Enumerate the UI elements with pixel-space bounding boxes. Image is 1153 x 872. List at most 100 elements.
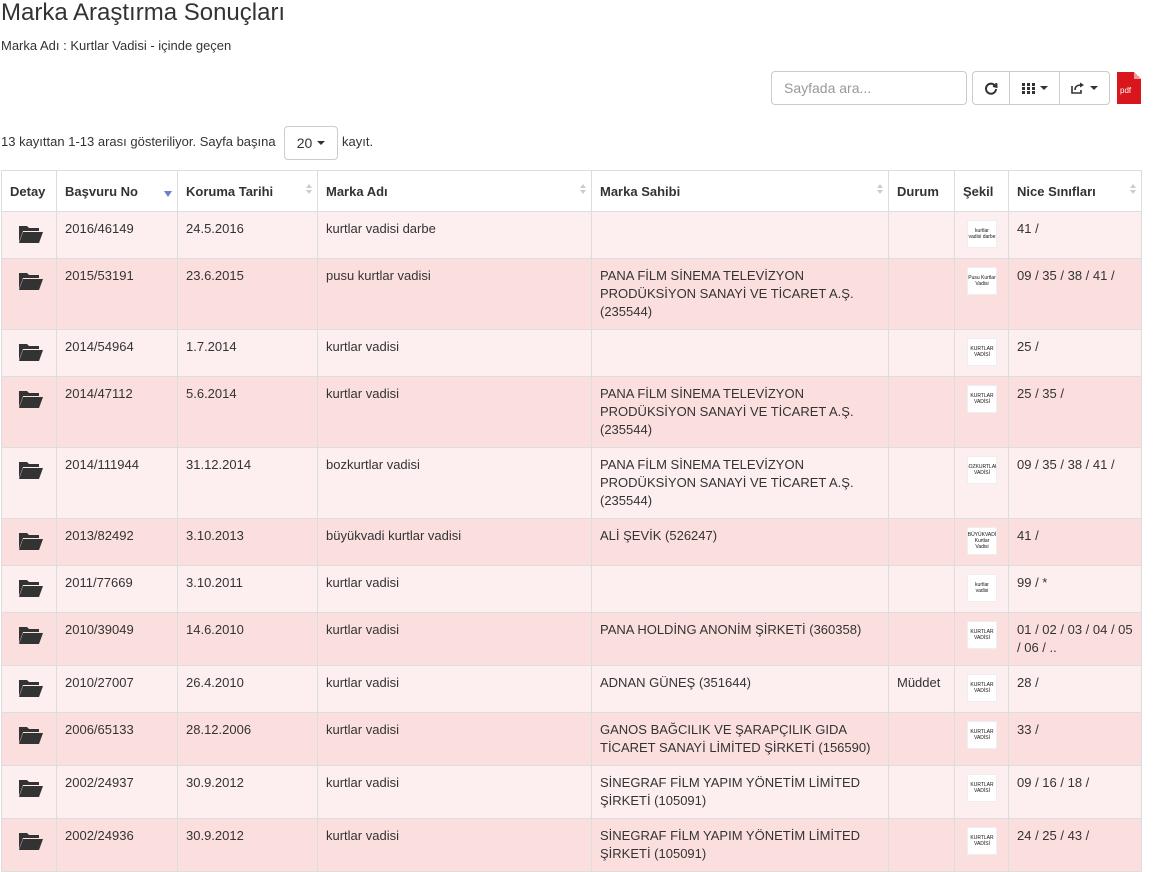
detail-cell[interactable] bbox=[1, 765, 57, 819]
application-no-cell: 2010/39049 bbox=[56, 612, 178, 666]
trademark-owner-cell: PANA FİLM SİNEMA TELEVİZYON PRODÜKSİYON … bbox=[591, 447, 889, 519]
trademark-logo[interactable]: KURTLAR VADİSİ bbox=[967, 674, 997, 702]
application-no-cell: 2013/82492 bbox=[56, 518, 178, 566]
trademark-owner-cell: PANA FİLM SİNEMA TELEVİZYON PRODÜKSİYON … bbox=[591, 376, 889, 448]
sort-icon bbox=[306, 184, 312, 194]
detail-cell[interactable] bbox=[1, 665, 57, 713]
table-row: 2010/39049 14.6.2010 kurtlar vadisi PANA HO… bbox=[1, 612, 1142, 666]
detail-cell[interactable] bbox=[1, 329, 57, 377]
application-no-cell: 2002/24937 bbox=[56, 765, 178, 819]
table-row: 2010/27007 26.4.2010 kurtlar vadisi ADNAN G… bbox=[1, 665, 1142, 713]
table-row: 2014/54964 1.7.2014 kurtlar vadisi KURTLAR … bbox=[1, 329, 1142, 377]
trademark-logo[interactable]: BOZKURTLAR VADİSİ bbox=[967, 456, 997, 484]
folder-open-icon bbox=[19, 680, 43, 697]
protection-date-cell: 5.6.2014 bbox=[177, 376, 318, 448]
detail-cell[interactable] bbox=[1, 818, 57, 872]
trademark-logo[interactable]: KURTLAR VADİSİ bbox=[967, 721, 997, 749]
nice-classes-cell: 25 / bbox=[1008, 329, 1142, 377]
column-label: Şekil bbox=[963, 183, 994, 199]
pagination-suffix: kayıt. bbox=[342, 134, 374, 149]
pdf-export-button[interactable]: pdf bbox=[1117, 72, 1141, 104]
trademark-logo[interactable]: KURTLAR VADİSİ bbox=[967, 774, 997, 802]
column-header-koruma-tarihi[interactable]: Koruma Tarihi bbox=[177, 170, 318, 212]
refresh-icon bbox=[985, 82, 998, 95]
trademark-logo[interactable]: KURTLAR VADİSİ bbox=[967, 621, 997, 649]
search-criteria: Marka Adı : Kurtlar Vadisi - içinde geçe… bbox=[1, 38, 232, 53]
trademark-logo[interactable]: KURTLAR VADİSİ bbox=[967, 338, 997, 366]
page-title: Marka Araştırma Sonuçları bbox=[1, 0, 286, 26]
table-row: 2015/53191 23.6.2015 pusu kurtlar vadisi PA… bbox=[1, 258, 1142, 330]
refresh-button[interactable] bbox=[972, 71, 1010, 105]
detail-cell[interactable] bbox=[1, 612, 57, 666]
table-row: 2016/46149 24.5.2016 kurtlar vadisi darbe k… bbox=[1, 211, 1142, 259]
trademark-owner-cell: SİNEGRAF FİLM YAPIM YÖNETİM LİMİTED ŞİRK… bbox=[591, 765, 889, 819]
application-no-cell: 2002/24936 bbox=[56, 818, 178, 872]
trademark-owner-cell bbox=[591, 329, 889, 377]
page-size-value: 20 bbox=[296, 135, 313, 151]
trademark-owner-cell: PANA HOLDİNG ANONİM ŞİRKETİ (360358) bbox=[591, 612, 889, 666]
detail-cell[interactable] bbox=[1, 712, 57, 766]
column-header-detay: Detay bbox=[1, 170, 57, 212]
trademark-owner-cell: GANOS BAĞCILIK VE ŞARAPÇILIK GIDA TİCARE… bbox=[591, 712, 889, 766]
trademark-logo[interactable]: Pusu Kurtlar Vadisi bbox=[967, 267, 997, 295]
protection-date-cell: 1.7.2014 bbox=[177, 329, 318, 377]
nice-classes-cell: 24 / 25 / 43 / bbox=[1008, 818, 1142, 872]
logo-cell: KURTLAR VADİSİ bbox=[954, 612, 1009, 666]
trademark-logo[interactable]: KURTLAR VADİSİ bbox=[967, 827, 997, 855]
trademark-logo[interactable]: kurtlar vadisi darbe bbox=[967, 220, 997, 248]
trademark-name-cell: kurtlar vadisi bbox=[317, 665, 592, 713]
status-cell bbox=[888, 518, 955, 566]
status-cell bbox=[888, 565, 955, 613]
folder-open-icon bbox=[19, 273, 43, 290]
trademark-logo-text: KURTLAR VADİSİ bbox=[970, 346, 994, 358]
trademark-owner-cell: SİNEGRAF FİLM YAPIM YÖNETİM LİMİTED ŞİRK… bbox=[591, 818, 889, 872]
table-row: 2011/77669 3.10.2011 kurtlar vadisi kurtlar… bbox=[1, 565, 1142, 613]
trademark-logo-text: BOZKURTLAR VADİSİ bbox=[968, 464, 996, 476]
protection-date-cell: 14.6.2010 bbox=[177, 612, 318, 666]
trademark-logo-text: kurtlar vadisi darbe bbox=[968, 228, 996, 240]
trademark-logo[interactable]: kurtlar vadisi bbox=[967, 574, 997, 602]
chevron-down-icon bbox=[1039, 86, 1048, 90]
sort-icon bbox=[580, 184, 586, 194]
application-no-cell: 2016/46149 bbox=[56, 211, 178, 259]
folder-open-icon bbox=[19, 462, 43, 479]
detail-cell[interactable] bbox=[1, 518, 57, 566]
page-size-dropdown[interactable]: 20 bbox=[284, 126, 338, 160]
trademark-logo-text: KURTLAR VADİSİ bbox=[970, 782, 994, 794]
detail-cell[interactable] bbox=[1, 447, 57, 519]
status-cell bbox=[888, 765, 955, 819]
column-label: Marka Adı bbox=[326, 183, 388, 199]
folder-open-icon bbox=[19, 344, 43, 361]
column-header-basvuru-no[interactable]: Başvuru No bbox=[56, 170, 178, 212]
trademark-name-cell: bozkurtlar vadisi bbox=[317, 447, 592, 519]
table-row: 2002/24937 30.9.2012 kurtlar vadisi SİNEGRA… bbox=[1, 765, 1142, 819]
column-header-marka-adi[interactable]: Marka Adı bbox=[317, 170, 592, 212]
chevron-down-icon bbox=[317, 141, 326, 145]
export-button[interactable] bbox=[1059, 71, 1110, 105]
table-row: 2002/24936 30.9.2012 kurtlar vadisi SİNEGRA… bbox=[1, 818, 1142, 872]
column-header-marka-sahibi[interactable]: Marka Sahibi bbox=[591, 170, 889, 212]
detail-cell[interactable] bbox=[1, 211, 57, 259]
detail-cell[interactable] bbox=[1, 565, 57, 613]
logo-cell: KURTLAR VADİSİ bbox=[954, 329, 1009, 377]
columns-button[interactable] bbox=[1009, 71, 1060, 105]
column-header-nice-siniflari[interactable]: Nice Sınıfları bbox=[1008, 170, 1142, 212]
column-label: Marka Sahibi bbox=[600, 183, 681, 199]
detail-cell[interactable] bbox=[1, 376, 57, 448]
export-icon bbox=[1071, 82, 1084, 94]
table-row: 2013/82492 3.10.2013 büyükvadi kurtlar vad… bbox=[1, 518, 1142, 566]
application-no-cell: 2014/111944 bbox=[56, 447, 178, 519]
nice-classes-cell: 41 / bbox=[1008, 518, 1142, 566]
trademark-name-cell: kurtlar vadisi bbox=[317, 818, 592, 872]
protection-date-cell: 24.5.2016 bbox=[177, 211, 318, 259]
protection-date-cell: 26.4.2010 bbox=[177, 665, 318, 713]
chevron-down-icon bbox=[1090, 86, 1098, 90]
pdf-icon bbox=[1117, 72, 1141, 104]
search-input[interactable] bbox=[771, 71, 967, 105]
trademark-logo[interactable]: BÜYÜKVADİ Kurtlar Vadisi bbox=[967, 527, 997, 555]
detail-cell[interactable] bbox=[1, 258, 57, 330]
trademark-logo[interactable]: KURTLAR VADİSİ bbox=[967, 385, 997, 413]
grid-icon bbox=[1021, 82, 1035, 94]
column-label: Başvuru No bbox=[65, 183, 138, 199]
protection-date-cell: 23.6.2015 bbox=[177, 258, 318, 330]
